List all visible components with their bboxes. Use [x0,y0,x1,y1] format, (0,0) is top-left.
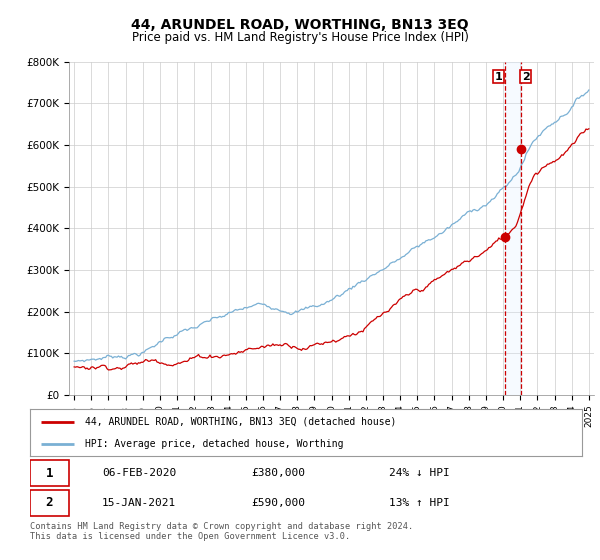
Text: 15-JAN-2021: 15-JAN-2021 [102,498,176,508]
Text: 2: 2 [522,72,530,82]
Text: Contains HM Land Registry data © Crown copyright and database right 2024.
This d: Contains HM Land Registry data © Crown c… [30,522,413,542]
Text: HPI: Average price, detached house, Worthing: HPI: Average price, detached house, Wort… [85,438,344,449]
Text: Price paid vs. HM Land Registry's House Price Index (HPI): Price paid vs. HM Land Registry's House … [131,31,469,44]
FancyBboxPatch shape [30,460,68,486]
Text: 1: 1 [46,467,53,480]
FancyBboxPatch shape [30,490,68,516]
Text: 24% ↓ HPI: 24% ↓ HPI [389,468,449,478]
Text: 2: 2 [46,496,53,509]
Text: 13% ↑ HPI: 13% ↑ HPI [389,498,449,508]
Text: £590,000: £590,000 [251,498,305,508]
Text: 44, ARUNDEL ROAD, WORTHING, BN13 3EQ (detached house): 44, ARUNDEL ROAD, WORTHING, BN13 3EQ (de… [85,417,397,427]
Text: 44, ARUNDEL ROAD, WORTHING, BN13 3EQ: 44, ARUNDEL ROAD, WORTHING, BN13 3EQ [131,18,469,32]
Text: 06-FEB-2020: 06-FEB-2020 [102,468,176,478]
Bar [505,62,521,395]
Text: £380,000: £380,000 [251,468,305,478]
Text: 1: 1 [494,72,502,82]
